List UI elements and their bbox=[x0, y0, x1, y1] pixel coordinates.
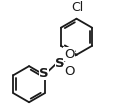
Text: Cl: Cl bbox=[71, 1, 83, 14]
Text: O: O bbox=[64, 48, 75, 61]
Text: O: O bbox=[64, 65, 75, 78]
Text: S: S bbox=[55, 56, 64, 70]
Text: S: S bbox=[39, 67, 49, 80]
